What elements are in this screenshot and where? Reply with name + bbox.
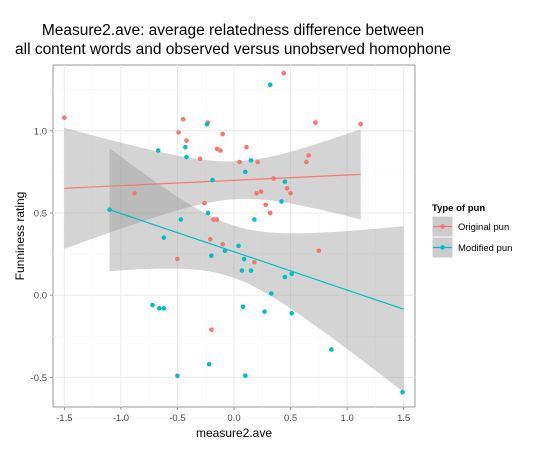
y-tick-label: 0.0 — [34, 291, 47, 302]
data-point — [271, 176, 276, 181]
x-tick-label: -1.5 — [56, 413, 72, 424]
y-axis-title: Funniness rating — [13, 192, 27, 281]
data-point — [107, 207, 112, 212]
data-point — [236, 243, 241, 249]
x-tick-label: 0.5 — [284, 413, 297, 424]
data-point — [62, 115, 67, 120]
major-gridlines — [53, 65, 415, 407]
y-tick-label: -0.5 — [31, 373, 47, 384]
data-point — [184, 138, 189, 143]
data-point — [267, 210, 273, 216]
data-point — [282, 274, 288, 280]
x-tick-label: 0.0 — [227, 413, 240, 424]
data-point — [252, 217, 257, 222]
data-point — [178, 217, 184, 222]
data-point — [184, 154, 189, 160]
data-point — [400, 389, 405, 395]
data-point — [155, 148, 161, 153]
data-point — [243, 373, 248, 379]
legend-key-point — [440, 224, 445, 229]
data-point — [316, 248, 322, 254]
data-point — [209, 253, 214, 259]
data-point — [210, 177, 215, 183]
data-point — [207, 236, 213, 242]
data-point — [243, 169, 248, 175]
data-points — [62, 70, 405, 395]
data-point — [262, 309, 267, 314]
data-point — [237, 159, 242, 165]
data-point — [175, 373, 180, 379]
x-axis-ticks: -1.5 -1.0 -0.5 0.0 0.5 1.0 1.5 — [56, 407, 410, 424]
data-point — [263, 202, 268, 208]
legend: Type of pun Original pun Modified pun — [431, 203, 512, 259]
data-point — [281, 70, 287, 76]
confidence-band — [109, 148, 404, 393]
data-point — [214, 217, 220, 222]
data-point — [202, 200, 207, 206]
legend-title: Type of pun — [432, 203, 485, 214]
data-point — [358, 121, 364, 127]
data-point — [267, 82, 273, 88]
data-point — [175, 256, 180, 262]
data-point — [197, 156, 203, 162]
data-point — [220, 241, 225, 247]
data-point — [255, 159, 261, 165]
y-tick-label: 1.0 — [34, 126, 47, 137]
data-point — [279, 199, 284, 204]
regression-line — [109, 209, 404, 310]
data-point — [218, 148, 223, 153]
confidence-band — [64, 127, 361, 249]
legend-key-point — [440, 245, 445, 250]
legend-label: Modified pun — [458, 243, 512, 254]
data-point — [211, 217, 216, 222]
data-point — [240, 304, 246, 310]
data-point — [248, 268, 254, 273]
x-tick-label: 1.0 — [341, 413, 354, 424]
data-point — [209, 327, 214, 333]
data-point — [239, 268, 245, 273]
data-point — [241, 256, 247, 262]
data-point — [284, 186, 290, 191]
data-point — [206, 361, 212, 367]
data-point — [269, 291, 274, 296]
data-point — [289, 271, 294, 277]
data-point — [150, 302, 155, 308]
data-point — [288, 190, 293, 196]
legend-label: Original pun — [458, 222, 509, 233]
x-tick-label: -1.0 — [113, 413, 129, 424]
data-point — [328, 347, 334, 352]
data-point — [176, 130, 181, 135]
data-point — [258, 189, 264, 194]
data-point — [157, 306, 162, 311]
confidence-bands — [64, 127, 404, 393]
data-point — [161, 235, 167, 240]
chart-title-line-2: all content words and observed versus un… — [15, 41, 451, 58]
data-point — [252, 260, 257, 265]
data-point — [248, 158, 254, 163]
y-tick-label: 0.5 — [34, 208, 47, 219]
legend-items: Original pun Modified pun — [431, 215, 512, 259]
data-point — [254, 190, 259, 196]
x-tick-label: 1.5 — [397, 413, 410, 424]
x-tick-label: -0.5 — [169, 413, 185, 424]
data-point — [244, 144, 249, 150]
data-point — [132, 190, 137, 196]
data-point — [183, 144, 188, 150]
data-point — [289, 310, 294, 316]
data-point — [205, 210, 211, 216]
data-point — [282, 179, 288, 185]
chart-title-line-1: Measure2.ave: average relatedness differ… — [42, 22, 424, 39]
chart-title: Measure2.ave: average relatedness differ… — [15, 22, 451, 58]
x-axis-title: measure2.ave — [196, 426, 272, 440]
data-point — [222, 248, 228, 254]
data-point — [180, 116, 186, 122]
data-point — [313, 120, 318, 125]
data-point — [161, 306, 167, 311]
data-point — [204, 121, 210, 127]
data-point — [306, 153, 311, 158]
y-axis-ticks: -0.5 0.0 0.5 1.0 — [31, 126, 53, 384]
data-point — [220, 131, 225, 137]
data-point — [304, 159, 309, 165]
